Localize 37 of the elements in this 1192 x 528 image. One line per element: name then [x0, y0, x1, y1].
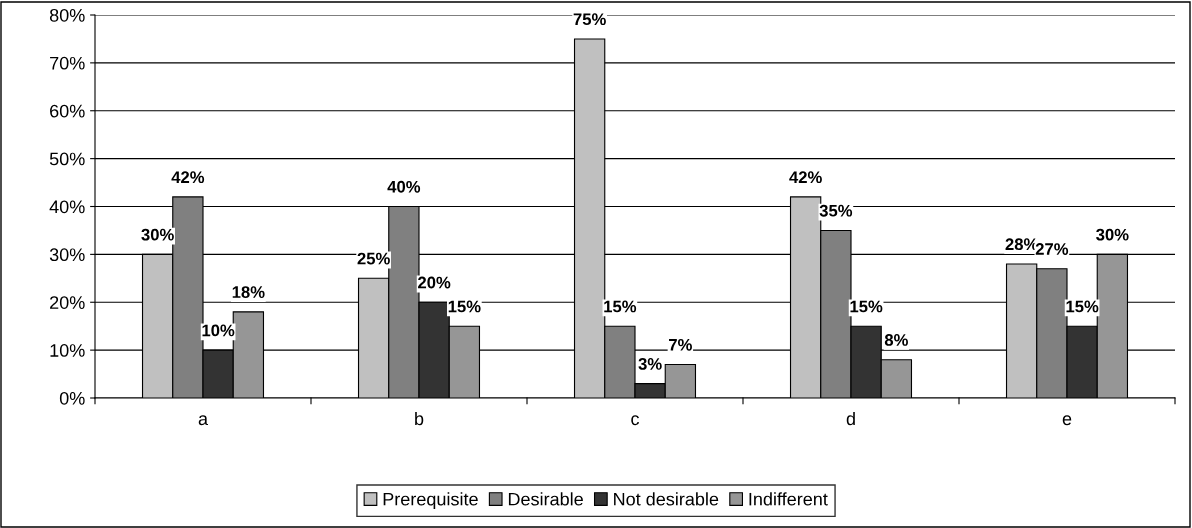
legend-label: Desirable	[508, 492, 583, 506]
data-label: 15%	[448, 300, 481, 313]
data-label: 30%	[1096, 228, 1129, 241]
data-label: 30%	[141, 228, 174, 241]
legend-label: Not desirable	[614, 492, 719, 506]
data-label: 42%	[171, 171, 205, 184]
y-tick-label: 80%	[49, 8, 85, 22]
data-label: 40%	[387, 180, 421, 193]
y-tick-label: 20%	[50, 296, 85, 309]
y-tick-label: 50%	[49, 152, 85, 166]
legend-label: Prerequisite	[383, 492, 478, 510]
x-tick-label: d	[846, 411, 855, 426]
data-label: 8%	[884, 334, 908, 346]
x-tick-label: b	[415, 411, 424, 426]
data-label: 25%	[357, 252, 390, 265]
legend-label: Indifferent	[749, 492, 828, 506]
data-label: 42%	[789, 171, 822, 184]
x-tick-label: c	[631, 415, 640, 426]
data-label: 18%	[232, 286, 265, 298]
data-label: 35%	[819, 204, 853, 217]
data-label: 15%	[1066, 300, 1099, 313]
data-label: 15%	[850, 300, 883, 313]
y-tick-label: 30%	[49, 248, 85, 262]
data-label: 7%	[669, 338, 692, 351]
x-tick-label: e	[1062, 415, 1072, 426]
data-label: 27%	[1035, 243, 1069, 255]
data-label: 75%	[573, 13, 606, 26]
y-tick-label: 70%	[50, 56, 85, 70]
y-tick-label: 40%	[49, 200, 85, 214]
data-label: 3%	[638, 358, 662, 370]
y-tick-label: 0%	[59, 391, 85, 405]
data-label: 20%	[418, 276, 451, 289]
y-tick-label: 60%	[50, 104, 85, 118]
data-label: 15%	[604, 300, 637, 313]
x-tick-label: a	[198, 415, 209, 426]
y-tick-label: 10%	[50, 344, 85, 357]
data-label: 10%	[202, 324, 235, 337]
